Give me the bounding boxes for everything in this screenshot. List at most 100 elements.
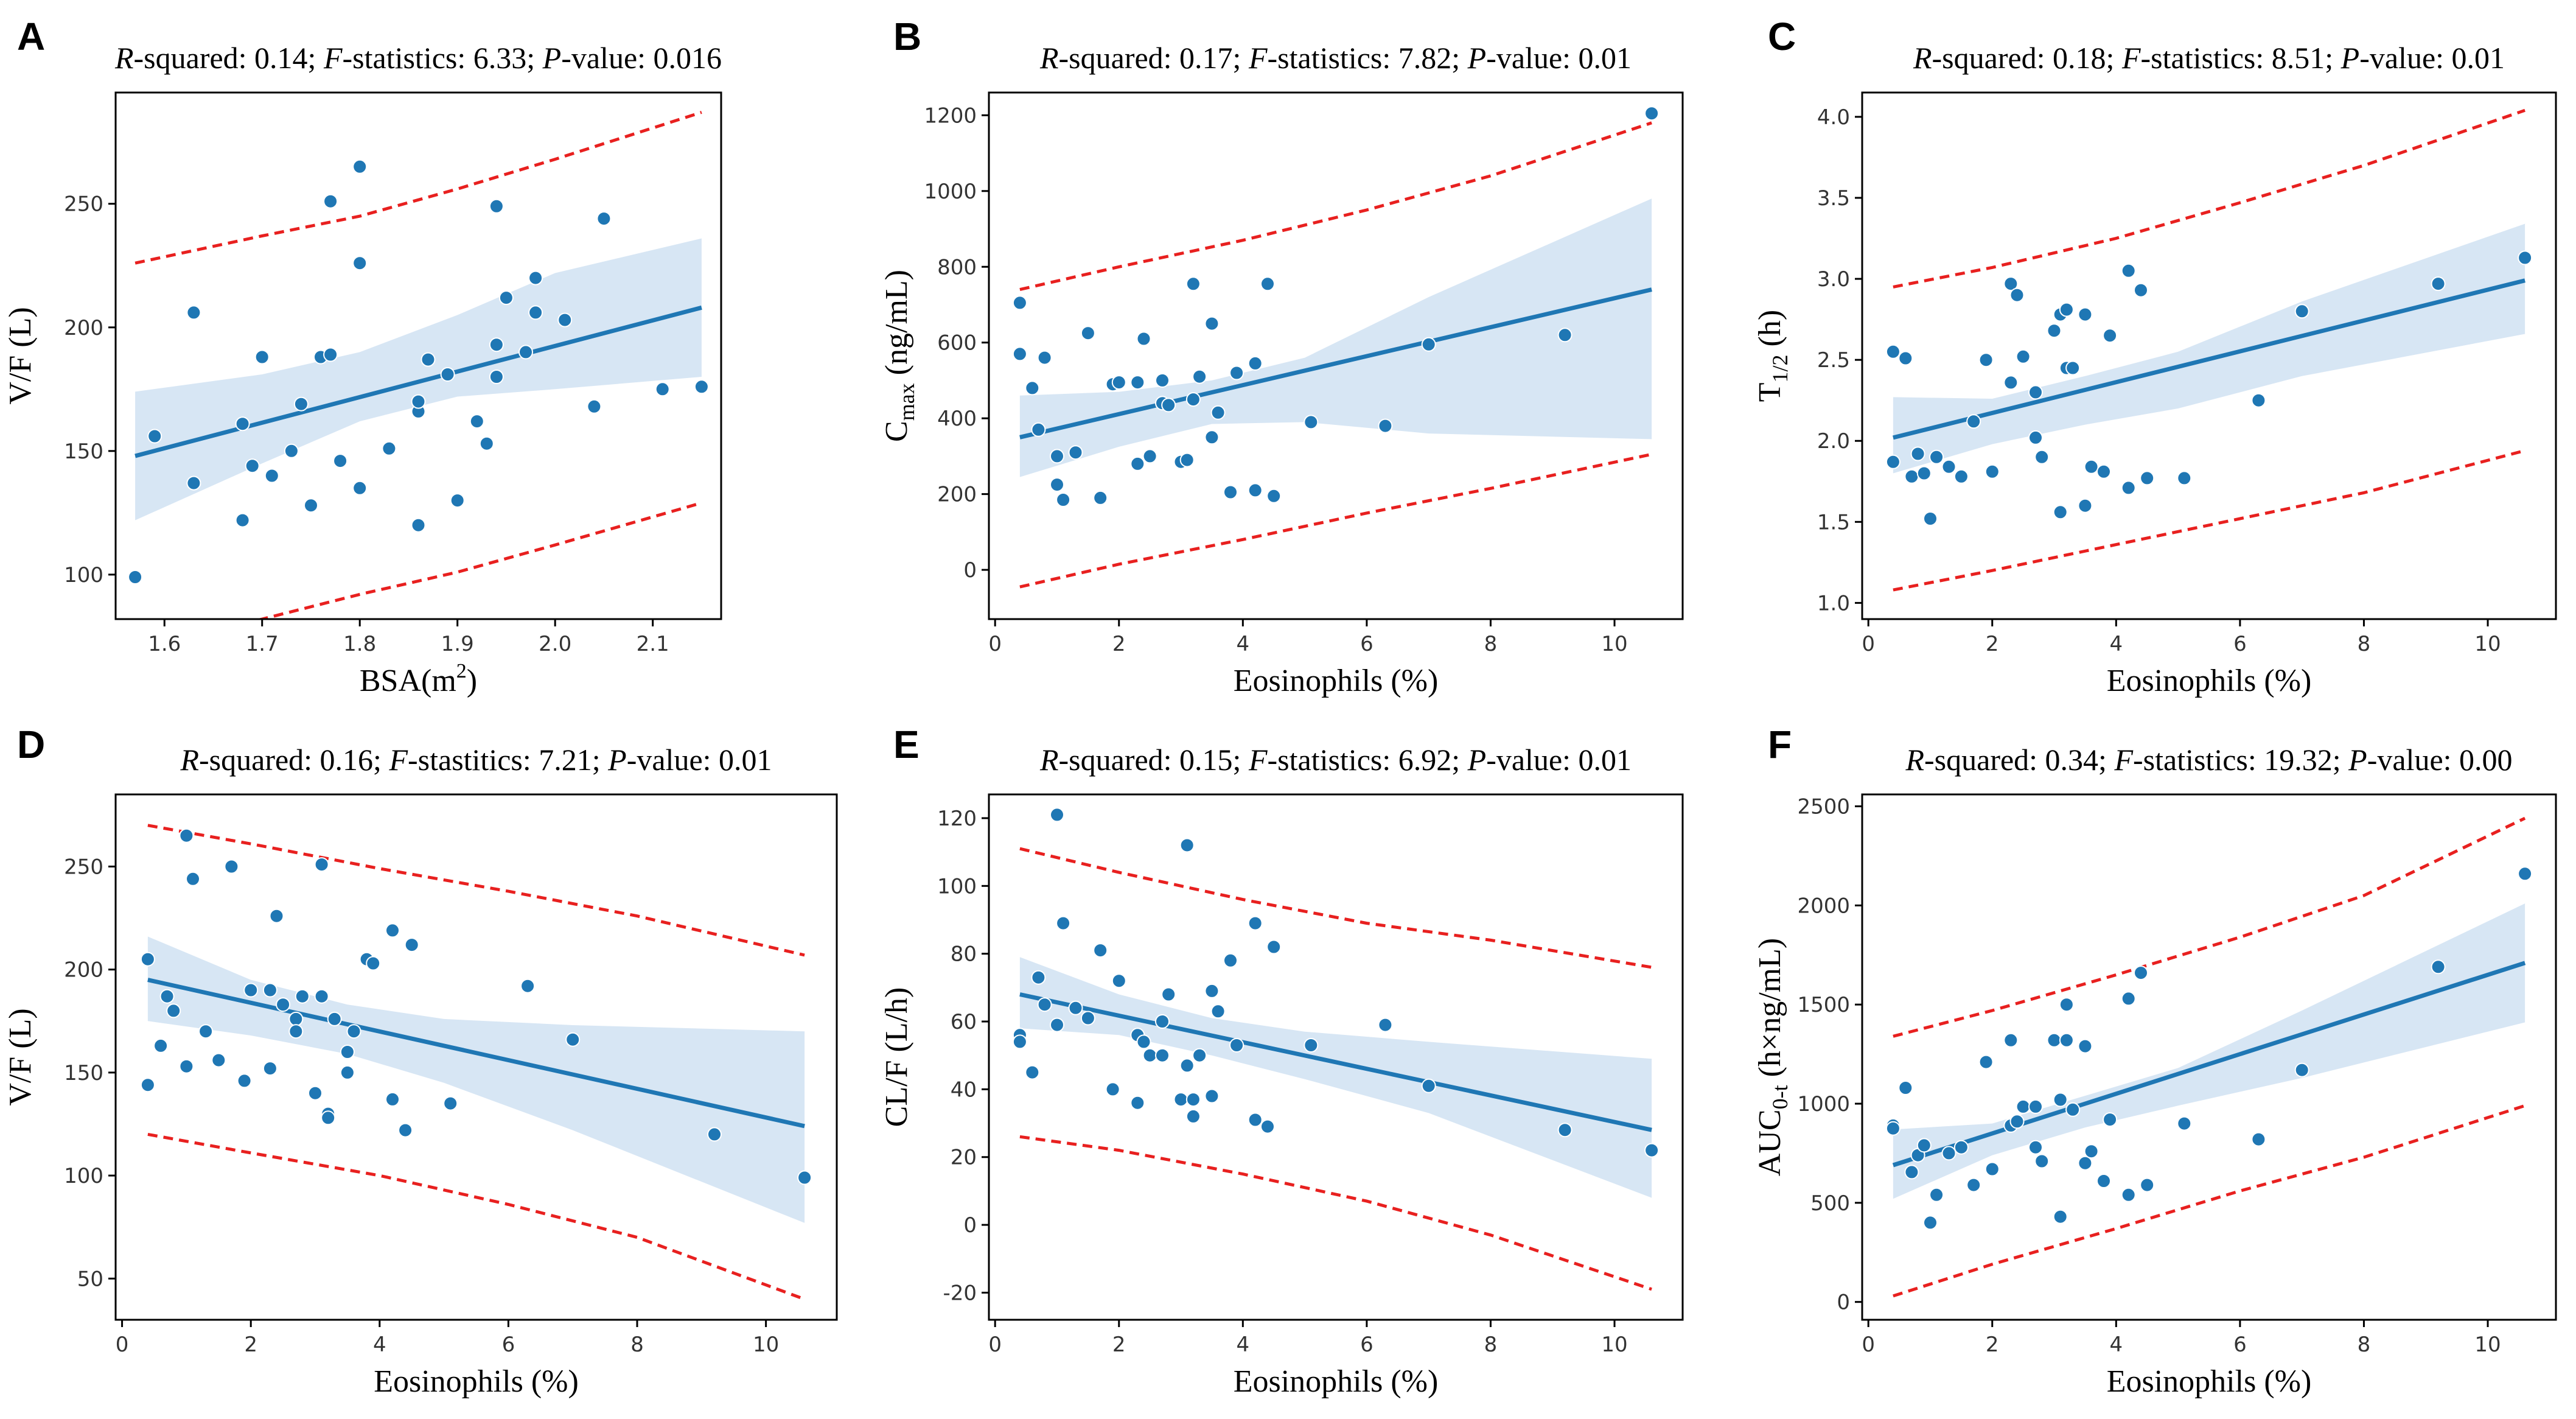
data-point [1155,373,1170,388]
data-point [1173,1092,1189,1107]
y-axis-label: T1/2 (h) [1753,310,1792,402]
data-point [308,1085,323,1101]
data-point [198,1024,214,1039]
data-point [1916,1138,1932,1153]
data-point [2251,1132,2266,1147]
data-point [2518,250,2533,265]
data-point [1037,350,1052,365]
x-tick-label: 0 [1862,1333,1875,1357]
data-point [1885,454,1901,469]
data-point [1941,459,1956,474]
data-point [1910,446,1925,461]
confidence-band [1893,903,2525,1199]
x-tick-label: 0 [116,1333,129,1357]
y-tick-label: 40 [951,1077,977,1102]
data-point [1179,452,1195,468]
data-point [2140,471,2155,486]
data-point [2121,480,2136,496]
data-point [1378,1017,1393,1032]
data-point [1050,449,1064,464]
data-point [707,1127,722,1142]
prediction-lower-line [1019,1135,1652,1291]
data-point [1025,1065,1040,1080]
x-tick-label: 6 [502,1333,515,1357]
data-point [1204,430,1220,445]
data-point [411,517,426,533]
regression-line [1892,961,2526,1168]
data-point [2003,276,2019,292]
x-tick-label: 6 [2233,1333,2247,1357]
prediction-upper-line [1893,816,2526,1038]
x-tick-label: 10 [1601,632,1627,656]
data-point [186,871,200,886]
data-point [1557,1123,1572,1138]
x-tick-label: 4 [1237,1333,1250,1357]
x-axis-label: Eosinophils (%) [374,1364,579,1399]
regression-line [147,978,805,1129]
data-point [1031,422,1046,437]
data-point [2134,965,2148,981]
data-point [179,1059,194,1074]
y-tick-label: 2000 [1797,894,1850,918]
data-point [1192,1048,1207,1063]
data-point [2084,1144,2099,1159]
plot-frame [988,91,1684,620]
data-point [2016,349,2031,364]
regression-line [134,305,702,458]
data-point [1161,987,1176,1002]
data-point [1966,414,1981,429]
data-point [2177,471,2192,486]
panel-f: 0 2 4 6 8 10 0 500 1000 1500 2000 2500 R-squared: 0.… [1753,723,2557,1399]
data-point [421,352,436,367]
y-tick-label: 2.5 [1817,348,1850,373]
data-point [1025,380,1040,396]
x-tick-label: 2.0 [539,632,571,656]
data-point [489,198,504,214]
data-point [321,1110,336,1126]
x-tick-label: 2 [1112,632,1126,656]
data-point [2078,498,2093,513]
data-point [1105,1082,1120,1097]
data-point [140,951,155,967]
data-point [1984,1161,2000,1177]
y-tick-label: 150 [64,440,103,464]
data-point [2518,866,2533,881]
data-point [498,290,514,306]
y-tick-label: 60 [951,1010,977,1034]
panel-c: 0 2 4 6 8 10 1.0 1.5 2.0 2.5 3.0 3.5 4.0 R-squared: 0… [1753,15,2557,698]
y-tick-label: 0 [1837,1291,1850,1315]
confidence-band [1019,198,1652,477]
data-point [186,305,201,320]
x-tick-label: 6 [2233,632,2247,656]
data-point [264,468,279,483]
data-point [254,349,270,365]
data-point [1068,1000,1083,1015]
data-point [1953,469,1969,484]
x-tick-label: 4 [1237,632,1250,656]
data-point [346,1024,361,1039]
data-point [1557,328,1572,343]
y-tick-label: 250 [64,192,103,217]
data-point [1929,449,1944,464]
panel-label: F [1768,723,1792,766]
data-point [1953,1140,1969,1155]
data-point [1210,405,1226,420]
regression-line [1019,287,1652,440]
data-point [140,1077,155,1093]
x-axis-label: BSA(m2) [360,660,477,698]
panel-label: E [893,723,920,766]
confidence-band [135,238,702,520]
data-point [1248,916,1263,931]
y-tick-label: 2.0 [1817,429,1850,454]
data-point [2009,1114,2025,1129]
prediction-upper-line [1019,121,1652,292]
data-point [1923,1215,1938,1230]
data-point [235,513,250,528]
data-point [1056,916,1071,931]
data-point [2431,276,2446,292]
x-axis-label: Eosinophils (%) [1234,1364,1439,1399]
data-point [596,211,612,226]
y-tick-label: 100 [937,874,977,899]
data-point [2034,449,2050,464]
data-point [1179,838,1195,853]
